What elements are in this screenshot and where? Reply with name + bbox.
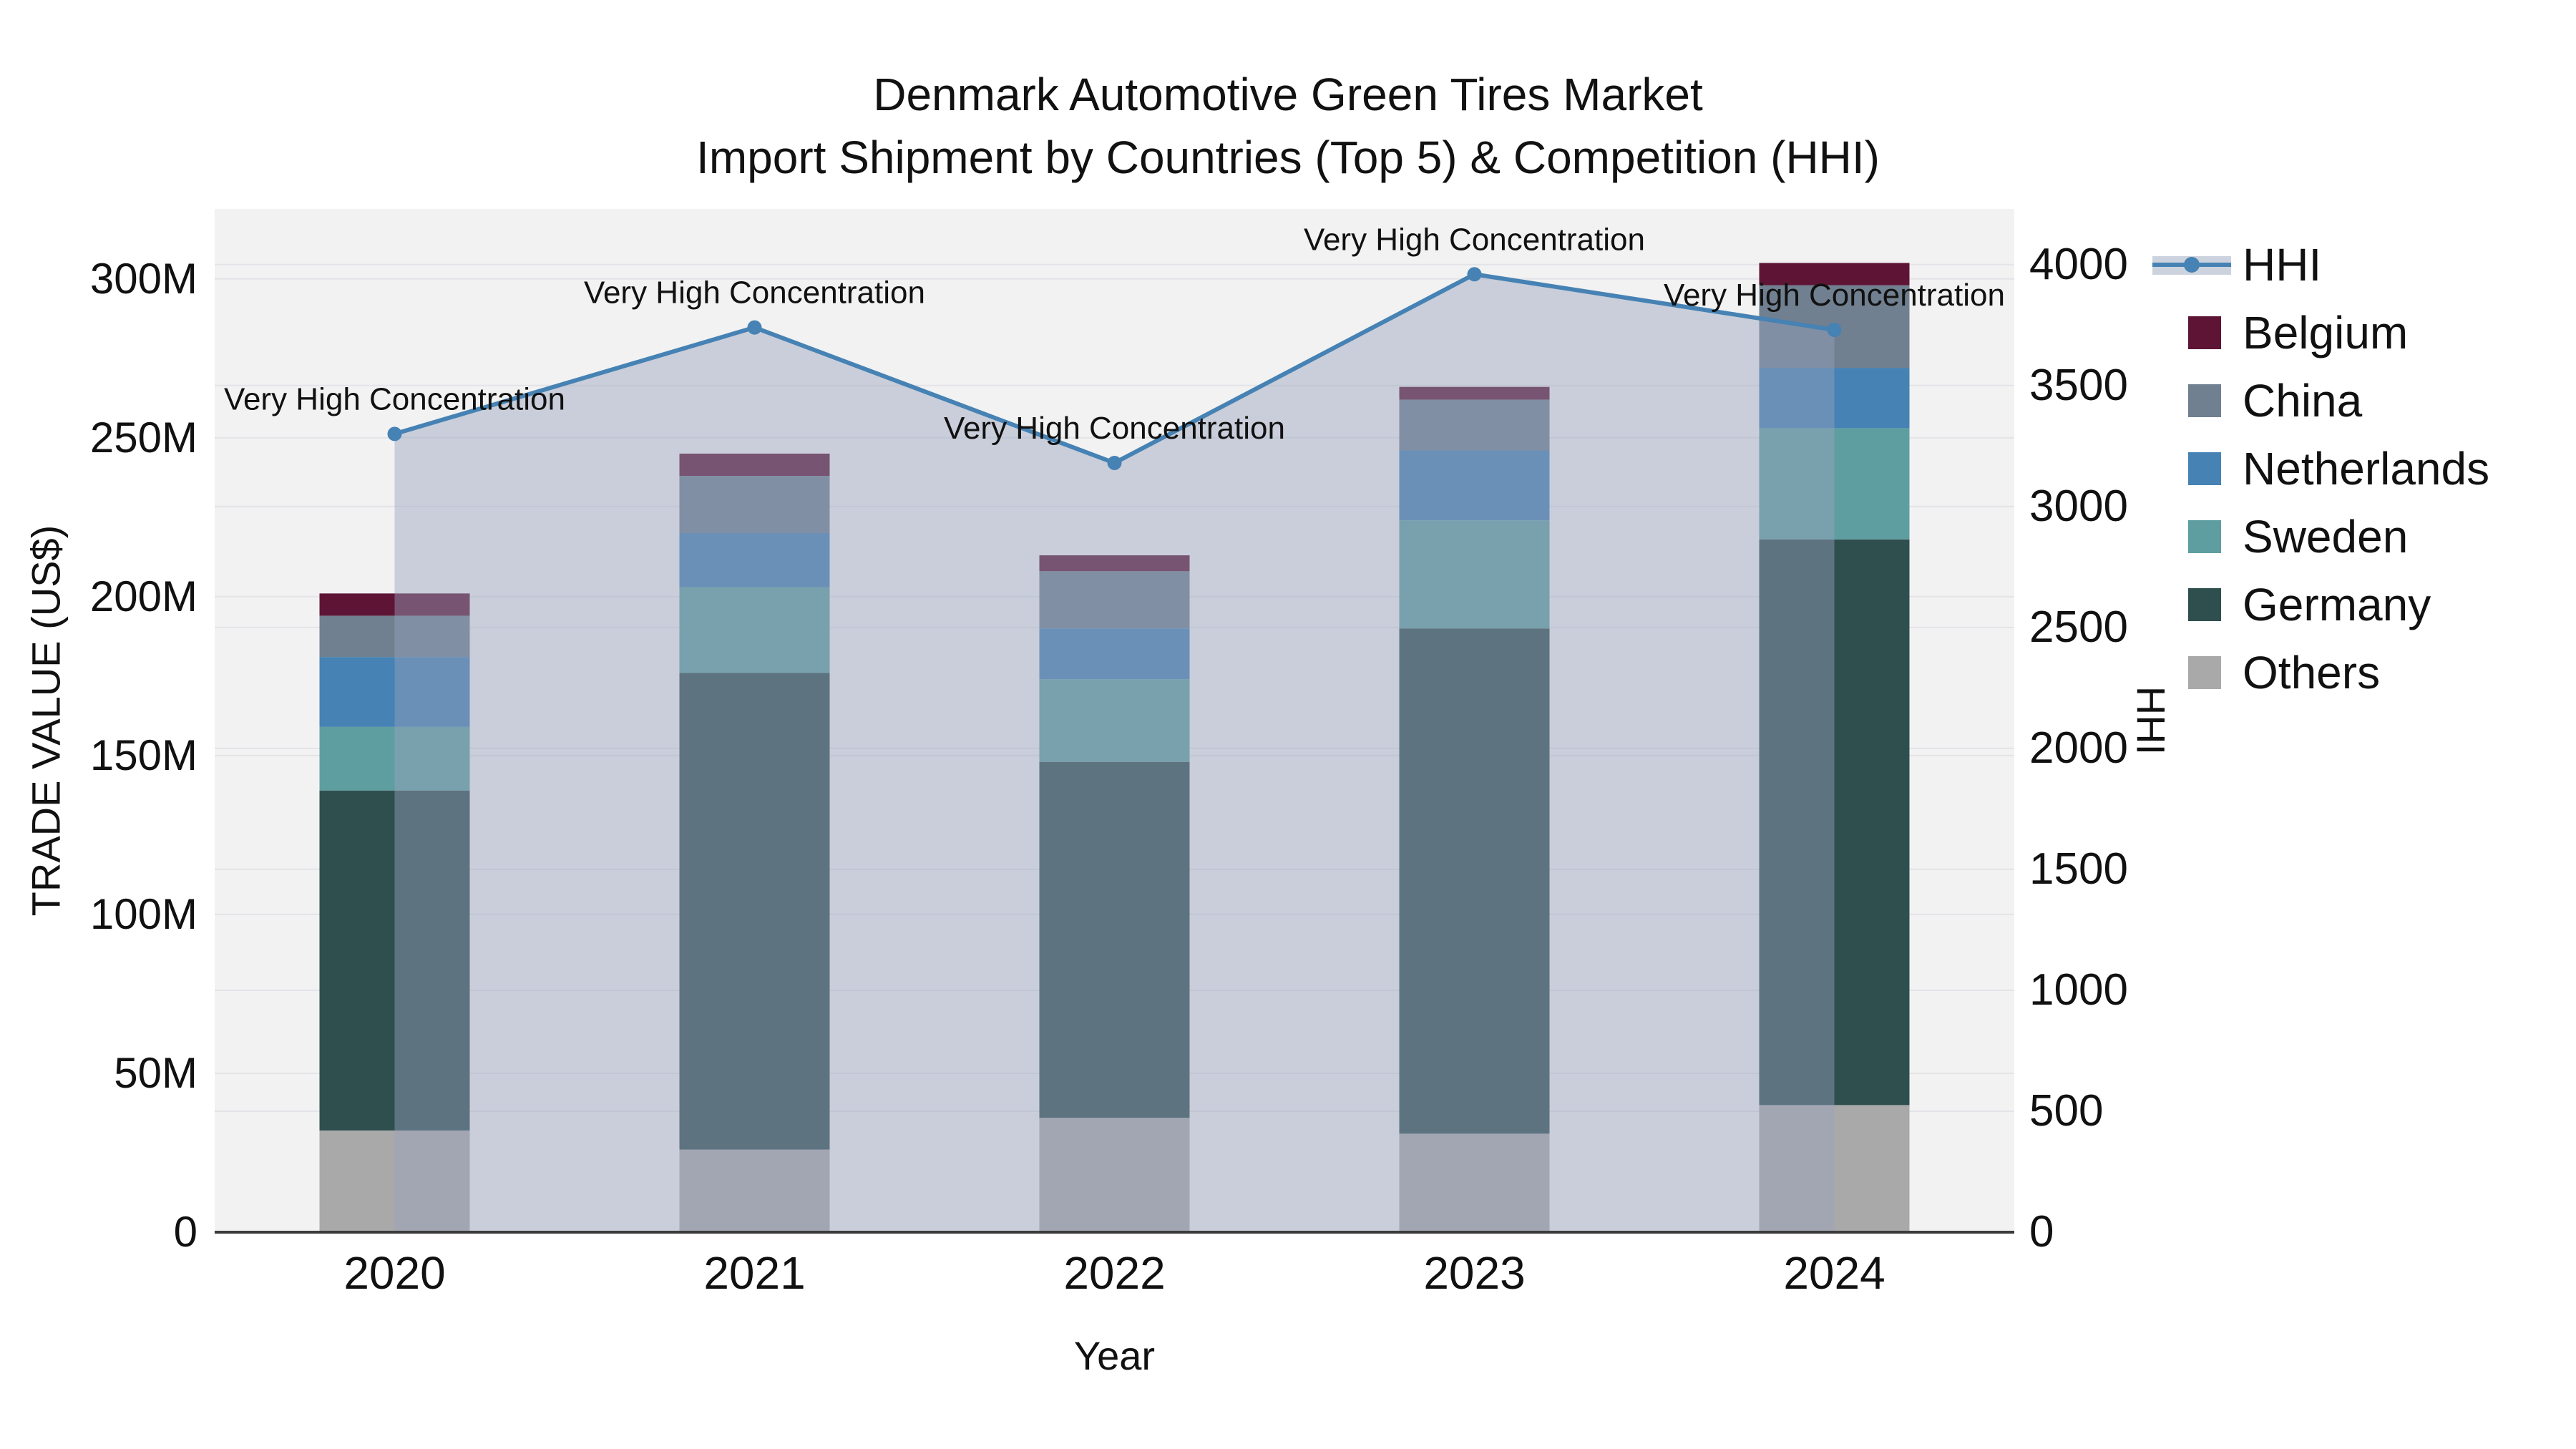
bar-segment-germany-2024 xyxy=(1759,539,1910,1106)
bar-segment-sweden-2023 xyxy=(1399,520,1550,629)
x-tick-2021: 2021 xyxy=(703,1247,806,1299)
bar-segment-netherlands-2024 xyxy=(1759,368,1910,429)
chart-title: Denmark Automotive Green Tires Market Im… xyxy=(0,63,2576,189)
legend-item-sweden[interactable]: Sweden xyxy=(2188,502,2489,570)
sweden-swatch-icon xyxy=(2188,519,2221,553)
hhi-marker-2020 xyxy=(387,426,402,441)
hhi-annotation-2020: Very High Concentration xyxy=(224,381,565,416)
y-left-tick-250M: 250M xyxy=(89,413,197,462)
x-tick-2020: 2020 xyxy=(343,1247,446,1299)
y-left-tick-300M: 300M xyxy=(89,254,197,303)
y-left-tick-150M: 150M xyxy=(89,731,197,779)
x-tick-2022: 2022 xyxy=(1063,1247,1166,1299)
plot-area: Very High Concentration Very High Concent… xyxy=(215,209,2014,1232)
bar-segment-sweden-2021 xyxy=(679,587,830,673)
bar-segment-sweden-2022 xyxy=(1039,679,1190,762)
hhi-line-icon xyxy=(2152,255,2231,275)
bar-segment-germany-2022 xyxy=(1039,761,1190,1118)
x-axis-title: Year xyxy=(1073,1333,1156,1378)
y-left-tick-200M: 200M xyxy=(89,572,197,620)
legend-label-sweden: Sweden xyxy=(2243,510,2409,562)
china-swatch-icon xyxy=(2188,384,2221,417)
bar-segment-belgium-2023 xyxy=(1399,386,1550,400)
germany-swatch-icon xyxy=(2188,587,2221,621)
bar-segment-netherlands-2021 xyxy=(679,532,830,587)
y-right-tick-2500: 2500 xyxy=(2029,602,2128,652)
hhi-marker-2022 xyxy=(1107,455,1122,470)
legend-item-others[interactable]: Others xyxy=(2188,638,2489,706)
legend: HHI Belgium China Netherlands Sweden Germany O… xyxy=(2152,230,2489,706)
legend-item-germany[interactable]: Germany xyxy=(2188,570,2489,638)
hhi-marker-2023 xyxy=(1467,267,1482,282)
y-right-tick-1500: 1500 xyxy=(2029,844,2128,894)
bar-segment-netherlands-2022 xyxy=(1039,628,1190,680)
hhi-annotation-2021: Very High Concentration xyxy=(584,275,925,311)
bar-segment-belgium-2024 xyxy=(1759,263,1910,286)
bar-segment-netherlands-2023 xyxy=(1399,450,1550,521)
bar-segment-netherlands-2020 xyxy=(319,657,470,727)
y-left-tick-50M: 50M xyxy=(114,1048,197,1097)
bar-segment-china-2023 xyxy=(1399,399,1550,451)
bar-segment-china-2020 xyxy=(319,615,470,658)
x-axis-line xyxy=(215,1231,2014,1234)
bar-segment-others-2021 xyxy=(679,1149,830,1232)
others-swatch-icon xyxy=(2188,655,2221,689)
hhi-marker-2024 xyxy=(1827,323,1842,338)
legend-item-belgium[interactable]: Belgium xyxy=(2188,298,2489,366)
bar-segment-others-2020 xyxy=(319,1130,470,1232)
y-right-tick-3000: 3000 xyxy=(2029,481,2128,531)
bar-segment-sweden-2020 xyxy=(319,726,470,791)
x-tick-2024: 2024 xyxy=(1783,1247,1885,1299)
bar-segment-china-2021 xyxy=(679,476,830,533)
bar-segment-germany-2020 xyxy=(319,790,470,1131)
y-right-tick-4000: 4000 xyxy=(2029,239,2128,289)
legend-item-hhi[interactable]: HHI xyxy=(2152,230,2489,298)
hhi-annotation-2023: Very High Concentration xyxy=(1304,222,1645,257)
bar-segment-china-2022 xyxy=(1039,571,1190,629)
chart-title-line2: Import Shipment by Countries (Top 5) & C… xyxy=(696,132,1880,183)
y-right-tick-3500: 3500 xyxy=(2029,360,2128,410)
x-tick-2023: 2023 xyxy=(1423,1247,1526,1299)
legend-label-belgium: Belgium xyxy=(2243,306,2409,358)
legend-label-germany: Germany xyxy=(2243,578,2431,630)
bar-segment-sweden-2024 xyxy=(1759,428,1910,540)
y-left-tick-100M: 100M xyxy=(89,889,197,938)
legend-label-others: Others xyxy=(2243,646,2381,698)
bar-segment-others-2023 xyxy=(1399,1133,1550,1232)
bar-segment-others-2024 xyxy=(1759,1105,1910,1232)
bar-segment-belgium-2022 xyxy=(1039,555,1190,572)
legend-label-netherlands: Netherlands xyxy=(2243,442,2490,494)
bar-segment-germany-2023 xyxy=(1399,628,1550,1134)
bar-segment-belgium-2020 xyxy=(319,593,470,616)
belgium-swatch-icon xyxy=(2188,316,2221,349)
y-right-tick-2000: 2000 xyxy=(2029,723,2128,773)
y-right-tick-0: 0 xyxy=(2029,1207,2054,1257)
netherlands-swatch-icon xyxy=(2188,452,2221,485)
legend-item-netherlands[interactable]: Netherlands xyxy=(2188,434,2489,502)
y-right-tick-500: 500 xyxy=(2029,1085,2104,1136)
hhi-annotation-2022: Very High Concentration xyxy=(944,411,1285,446)
legend-item-china[interactable]: China xyxy=(2188,366,2489,434)
legend-label-hhi: HHI xyxy=(2243,238,2322,291)
y-right-tick-1000: 1000 xyxy=(2029,965,2128,1015)
hhi-area-fill xyxy=(394,274,1835,1232)
bar-segment-others-2022 xyxy=(1039,1118,1190,1232)
chart-title-line1: Denmark Automotive Green Tires Market xyxy=(873,69,1703,120)
bar-segment-germany-2021 xyxy=(679,673,830,1150)
bar-segment-belgium-2021 xyxy=(679,453,830,477)
chart-canvas: Very High Concentration Very High Concent… xyxy=(215,222,2014,1232)
hhi-marker-2021 xyxy=(747,320,762,335)
hhi-annotation-2024: Very High Concentration xyxy=(1664,278,2005,313)
legend-label-china: China xyxy=(2243,374,2363,426)
y-left-tick-0: 0 xyxy=(173,1208,197,1256)
